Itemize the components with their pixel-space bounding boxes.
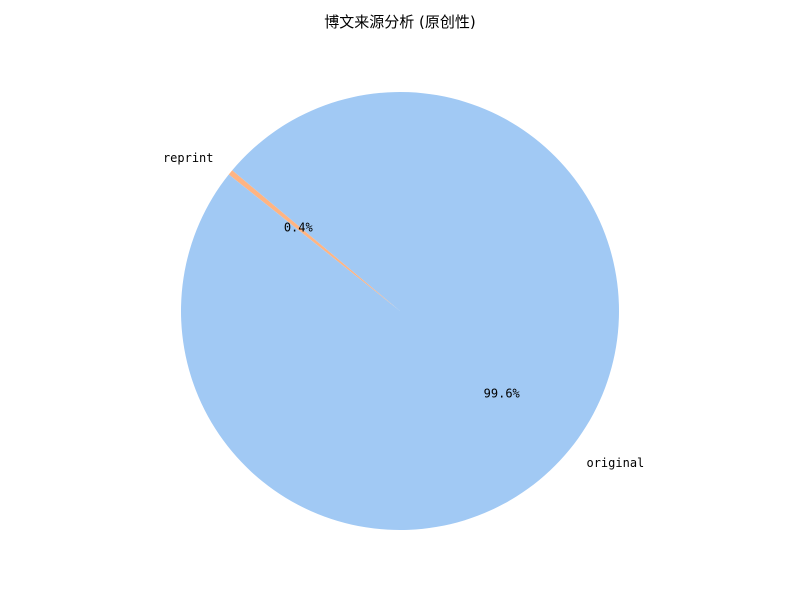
pie-percent-label-reprint: 0.4% <box>284 220 314 234</box>
pie-category-label-original: original <box>586 456 644 470</box>
chart-title: 博文来源分析 (原创性) <box>324 13 476 31</box>
pie-labels: 0.4% reprint 99.6% original <box>163 151 644 470</box>
pie-slices <box>180 92 619 531</box>
pie-slice-reprint <box>228 170 400 311</box>
pie-slice-original <box>180 92 619 531</box>
pie-percent-label-original: 99.6% <box>484 387 521 401</box>
pie-category-label-reprint: reprint <box>163 151 214 165</box>
